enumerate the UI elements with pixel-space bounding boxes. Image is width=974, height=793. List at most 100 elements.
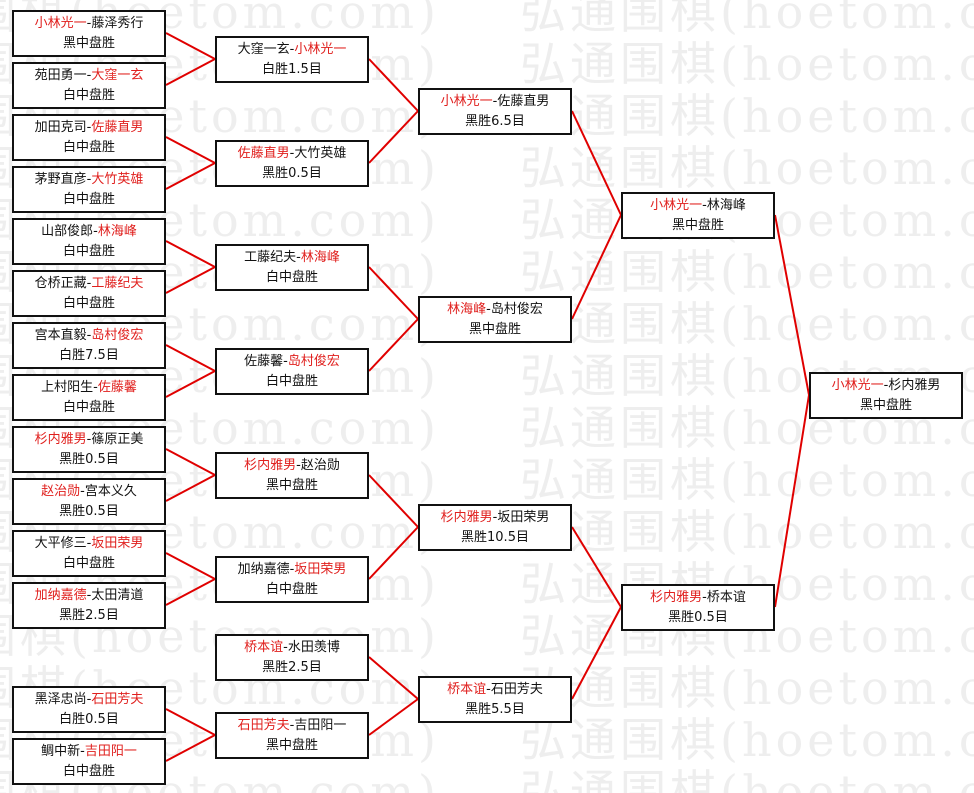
match-result: 黑中盘胜 — [62, 35, 115, 51]
bracket-connector — [774, 214, 810, 396]
separator: - — [283, 353, 288, 369]
match-players: 工藤纪夫-林海峰 — [217, 248, 367, 268]
player-a: 工藤纪夫 — [244, 249, 297, 265]
bracket-connector — [571, 214, 622, 320]
player-a: 大平修三 — [34, 535, 87, 551]
player-a: 小林光一 — [34, 15, 87, 31]
separator: - — [86, 535, 92, 551]
match-players: 林海峰-岛村俊宏 — [420, 300, 570, 320]
match-players: 加纳嘉德-太田清道 — [14, 586, 164, 606]
bracket-connector — [165, 162, 216, 190]
bracket-connector — [165, 136, 216, 164]
bracket-connector — [368, 266, 419, 320]
player-a: 赵治勋 — [41, 483, 81, 499]
watermark-text: 弘通围棋(hoetom.com) — [520, 37, 974, 91]
match-players: 杉内雅男-赵治勋 — [217, 456, 367, 476]
player-b: 篠原正美 — [91, 431, 144, 447]
match-box-r1-8: 上村阳生-佐藤馨白中盘胜 — [12, 373, 166, 421]
match-result: 白中盘胜 — [62, 139, 115, 155]
watermark-text: 弘通围棋(hoetom.com) — [520, 661, 974, 715]
match-players: 桥本谊-石田芳夫 — [420, 680, 570, 700]
match-result: 黑胜0.5目 — [59, 503, 119, 519]
separator: - — [93, 379, 98, 395]
match-box-r1-4: 茅野直彦-大竹英雄 白中盘胜 — [12, 165, 166, 213]
player-b: 佐藤直男 — [497, 93, 550, 109]
player-a: 石田芳夫 — [237, 717, 290, 733]
match-result: 白中盘胜 — [265, 269, 318, 285]
match-result: 黑胜6.5目 — [465, 113, 525, 129]
match-players: 鲷中新-吉田阳一 — [14, 742, 164, 762]
watermark-text: 弘通围棋(hoetom.com) — [520, 141, 974, 195]
bracket-connector — [165, 474, 216, 502]
bracket-connector — [368, 698, 419, 736]
match-result: 白中盘胜 — [62, 295, 115, 311]
match-players: 苑田勇一-大窪一玄 — [14, 66, 164, 86]
separator: - — [86, 327, 92, 343]
player-b: 坂田荣男 — [91, 535, 144, 551]
match-result: 黑胜2.5目 — [262, 659, 322, 675]
match-players: 茅野直彦-大竹英雄 — [14, 170, 164, 190]
match-box-r1-3: 加田克司-佐藤直男 白中盘胜 — [12, 113, 166, 161]
match-result: 白中盘胜 — [62, 191, 115, 207]
player-b: 藤泽秀行 — [91, 15, 144, 31]
match-result: 黑中盘胜 — [265, 477, 318, 493]
match-result: 白胜0.5目 — [59, 711, 119, 727]
match-box-r2-3: 工藤纪夫-林海峰 白中盘胜 — [215, 243, 369, 291]
player-b: 石田芳夫 — [490, 681, 543, 697]
bracket-connector — [368, 110, 419, 164]
match-players: 桥本谊-水田羡博 — [217, 638, 367, 658]
match-box-r4-1: 小林光一-林海峰 黑中盘胜 — [621, 191, 775, 239]
player-a: 小林光一 — [440, 93, 493, 109]
player-a: 小林光一 — [831, 377, 884, 393]
match-box-r1-14: 鲷中新-吉田阳一 白中盘胜 — [12, 737, 166, 785]
player-b: 吉田阳一 — [84, 743, 137, 759]
match-box-r1-13: 黑泽忠尚-石田芳夫 白胜0.5目 — [12, 685, 166, 733]
separator: - — [289, 41, 295, 57]
player-a: 上村阳生 — [41, 379, 94, 395]
match-box-r5-1: 小林光一-杉内雅男 黑中盘胜 — [809, 371, 963, 419]
match-box-r2-5: 杉内雅男-赵治勋 黑中盘胜 — [215, 451, 369, 499]
watermark-text: 弘通围棋(hoetom.com) — [520, 245, 974, 299]
match-result: 白中盘胜 — [62, 87, 115, 103]
bracket-connector — [368, 318, 419, 372]
player-a: 佐藤馨 — [244, 353, 284, 369]
match-result: 白中盘胜 — [62, 399, 115, 415]
player-b: 赵治勋 — [300, 457, 340, 473]
match-players: 赵治勋-宫本义久 — [14, 482, 164, 502]
watermark-text: 弘通围棋(hoetom.com) — [520, 453, 974, 507]
separator: - — [80, 743, 85, 759]
player-b: 林海峰 — [97, 223, 137, 239]
match-box-r4-2: 杉内雅男-桥本谊 黑胜0.5目 — [621, 583, 775, 631]
match-result: 黑胜0.5目 — [59, 451, 119, 467]
match-result: 白中盘胜 — [62, 243, 115, 259]
player-a: 宫本直毅 — [34, 327, 87, 343]
match-players: 黑泽忠尚-石田芳夫 — [14, 690, 164, 710]
player-b: 林海峰 — [706, 197, 746, 213]
player-a: 加纳嘉德 — [34, 587, 87, 603]
separator: - — [86, 587, 92, 603]
match-box-r1-9: 杉内雅男-篠原正美 黑胜0.5目 — [12, 425, 166, 473]
separator: - — [296, 457, 301, 473]
match-players: 宫本直毅-岛村俊宏 — [14, 326, 164, 346]
separator: - — [86, 119, 92, 135]
player-a: 小林光一 — [650, 197, 703, 213]
bracket-connector — [368, 58, 419, 112]
match-box-r2-2: 佐藤直男-大竹英雄 黑胜0.5目 — [215, 139, 369, 187]
bracket-connector — [165, 344, 216, 372]
match-result: 黑中盘胜 — [468, 321, 521, 337]
player-b: 岛村俊宏 — [287, 353, 340, 369]
match-players: 大平修三-坂田荣男 — [14, 534, 164, 554]
separator: - — [289, 717, 295, 733]
match-box-r3-1: 小林光一-佐藤直男 黑胜6.5目 — [418, 87, 572, 135]
bracket-connector — [165, 448, 216, 476]
player-a: 山部俊郎 — [41, 223, 94, 239]
player-b: 佐藤馨 — [97, 379, 137, 395]
match-result: 黑中盘胜 — [671, 217, 724, 233]
player-a: 桥本谊 — [244, 639, 284, 655]
bracket-connector — [165, 552, 216, 580]
player-a: 鲷中新 — [41, 743, 81, 759]
match-result: 黑中盘胜 — [265, 737, 318, 753]
match-box-r2-1: 大窪一玄-小林光一 白胜1.5目 — [215, 35, 369, 83]
